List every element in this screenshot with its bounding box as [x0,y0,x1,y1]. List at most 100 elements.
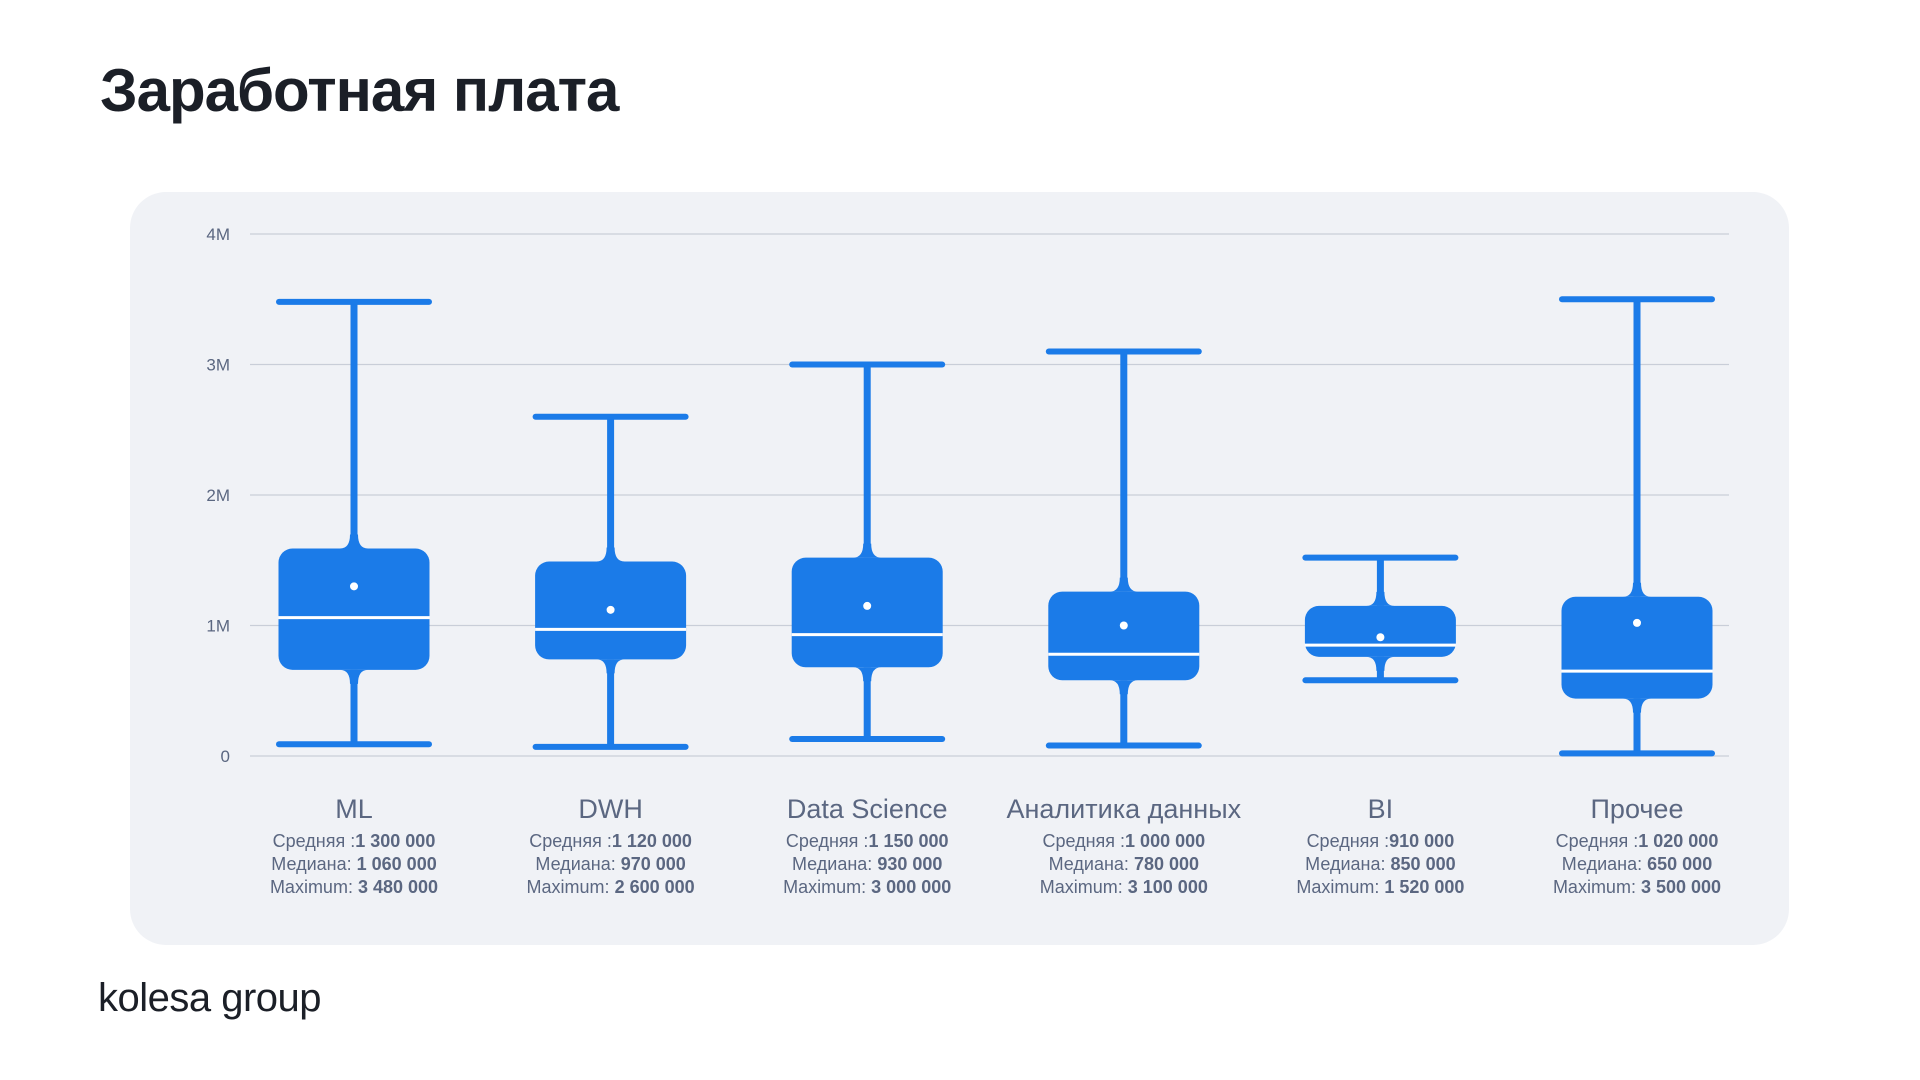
y-tick-label: 1M [206,617,230,636]
median-value: 970 000 [620,854,686,874]
mean-label: Средняя : [1042,831,1126,851]
upper-flare [340,534,368,549]
lower-flare [596,659,625,674]
box-2 [789,361,946,743]
max-stat: Maximum: 2 600 000 [483,876,739,899]
max-label: Maximum: [1039,877,1123,897]
max-value: 3 480 000 [357,877,439,897]
max-value: 3 000 000 [871,877,952,897]
category-name: BI [1367,794,1394,824]
lower-flare [1366,656,1395,671]
max-label: Maximum: [783,877,867,897]
max-stat: Maximum: 3 000 000 [739,876,995,899]
iqr-box [1304,605,1456,657]
mean-label: Средняя : [1306,831,1390,851]
median-stat: Медиана: 650 000 [1509,853,1765,876]
max-stat: Maximum: 3 480 000 [226,876,482,899]
median-stat: Медиана: 930 000 [739,853,995,876]
category-name: Аналитика данных [1006,794,1242,824]
max-value: 3 500 000 [1640,877,1722,897]
median-label: Медиана: [1561,854,1643,874]
median-label: Медиана: [1048,854,1129,874]
median-label: Медиана: [791,854,873,874]
y-tick-label: 3M [206,356,230,375]
category-name: ML [335,794,373,824]
page-title: Заработная плата [100,57,619,124]
mean-value: 1 000 000 [1125,831,1206,851]
category-label-block: Data Science Средняя :1 150 000 Медиана:… [739,794,995,899]
median-value: 650 000 [1647,854,1713,874]
median-stat: Медиана: 1 060 000 [226,853,482,876]
max-stat: Maximum: 1 520 000 [1252,876,1508,899]
median-label: Медиана: [1305,854,1386,874]
mean-dot [606,605,615,614]
iqr-box [791,557,943,668]
mean-value: 1 150 000 [868,831,949,851]
lower-flare [853,667,882,682]
mean-stat: Средняя :1 150 000 [739,830,995,853]
mean-label: Средняя : [272,831,356,851]
upper-flare [596,547,625,562]
mean-label: Средняя : [529,831,612,851]
median-value: 780 000 [1133,854,1200,874]
category-label-block: BI Средняя :910 000 Медиана: 850 000 Max… [1252,794,1508,899]
category-name: DWH [578,794,643,824]
max-label: Maximum: [1552,877,1636,897]
category-name: Прочее [1590,794,1684,824]
median-stat: Медиана: 780 000 [996,853,1252,876]
mean-stat: Средняя :1 120 000 [483,830,739,853]
mean-dot [1376,633,1385,642]
iqr-box [1561,596,1713,699]
max-value: 2 600 000 [614,877,695,897]
median-label: Медиана: [271,854,352,874]
category-label-block: DWH Средняя :1 120 000 Медиана: 970 000 … [483,794,739,899]
box-1 [532,413,689,750]
mean-stat: Средняя :1 020 000 [1509,830,1765,853]
median-stat: Медиана: 970 000 [483,853,739,876]
max-stat: Maximum: 3 100 000 [996,876,1252,899]
max-value: 3 100 000 [1127,877,1208,897]
max-label: Maximum: [1296,877,1380,897]
y-tick-label: 4M [206,225,230,244]
y-tick-label: 0 [221,747,230,766]
category-label-block: Прочее Средняя :1 020 000 Медиана: 650 0… [1509,794,1765,899]
mean-value: 1 020 000 [1638,831,1719,851]
mean-dot [1119,621,1128,630]
mean-label: Средняя : [785,831,869,851]
upper-flare [1623,582,1651,597]
lower-flare [340,669,368,684]
mean-value: 1 300 000 [355,831,436,851]
mean-stat: Средняя :1 300 000 [226,830,482,853]
median-label: Медиана: [535,854,616,874]
kolesa-group-logo: kolesa group [98,976,322,1020]
box-4 [1302,554,1459,684]
max-stat: Maximum: 3 500 000 [1509,876,1765,899]
max-value: 1 520 000 [1384,877,1465,897]
mean-value: 1 120 000 [611,831,692,851]
median-value: 850 000 [1390,854,1456,874]
mean-label: Средняя : [1555,831,1639,851]
mean-stat: Средняя :910 000 [1252,830,1508,853]
category-label-block: ML Средняя :1 300 000 Медиана: 1 060 000… [226,794,482,899]
max-label: Maximum: [526,877,610,897]
box-3 [1045,348,1202,749]
upper-flare [853,543,882,558]
mean-dot [863,601,872,610]
category-name: Data Science [786,794,948,824]
lower-flare [1109,680,1138,695]
mean-stat: Средняя :1 000 000 [996,830,1252,853]
lower-flare [1623,698,1651,713]
mean-value: 910 000 [1389,831,1455,851]
upper-flare [1366,591,1395,606]
y-tick-label: 2M [206,486,230,505]
iqr-box [1048,591,1200,681]
upper-flare [1109,577,1138,592]
median-value: 1 060 000 [356,854,437,874]
mean-dot [1633,618,1641,627]
iqr-box [278,548,430,670]
mean-dot [350,582,358,591]
category-label-block: Аналитика данных Средняя :1 000 000 Меди… [996,794,1252,899]
median-value: 930 000 [877,854,943,874]
box-0 [276,298,432,748]
